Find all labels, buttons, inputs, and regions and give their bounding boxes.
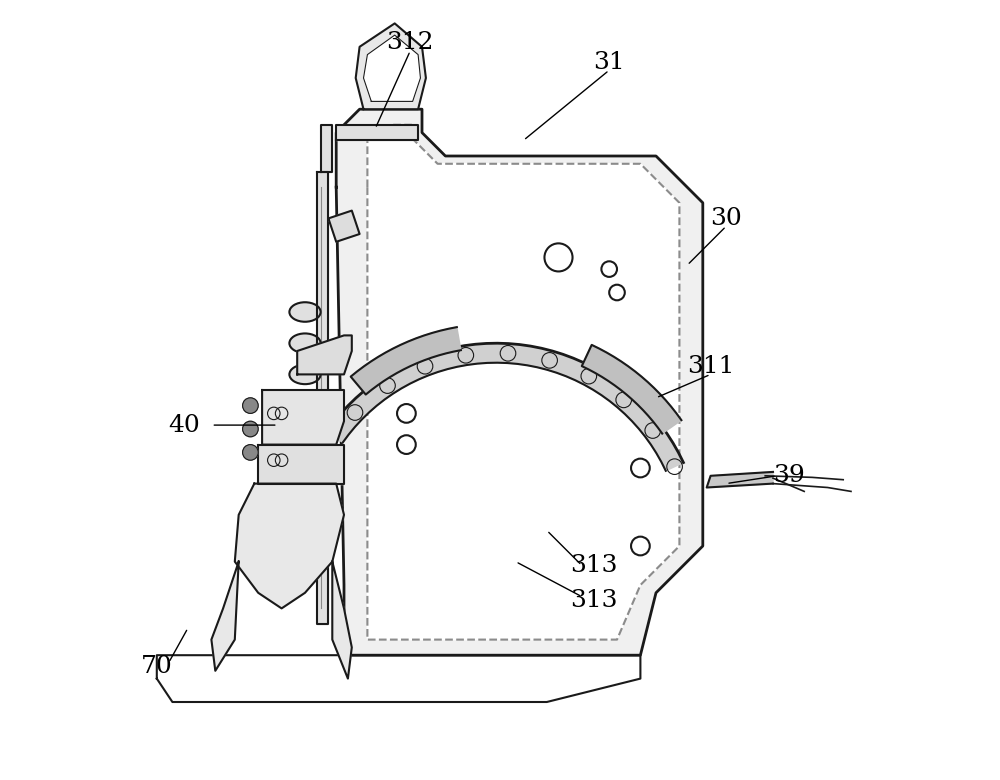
- Text: 40: 40: [168, 413, 200, 437]
- Text: 30: 30: [710, 207, 742, 230]
- Polygon shape: [211, 562, 239, 671]
- Polygon shape: [336, 125, 418, 140]
- Polygon shape: [157, 655, 640, 702]
- Polygon shape: [258, 445, 344, 484]
- Ellipse shape: [289, 365, 321, 384]
- Polygon shape: [332, 562, 352, 679]
- Polygon shape: [367, 125, 679, 640]
- Ellipse shape: [289, 302, 321, 321]
- Text: 312: 312: [387, 31, 434, 55]
- Polygon shape: [707, 472, 773, 488]
- Polygon shape: [327, 343, 683, 471]
- Text: 311: 311: [687, 355, 734, 378]
- Circle shape: [243, 445, 258, 460]
- Polygon shape: [336, 109, 703, 655]
- Polygon shape: [328, 211, 360, 242]
- Circle shape: [243, 398, 258, 413]
- Text: 313: 313: [570, 554, 617, 577]
- Text: 39: 39: [773, 464, 804, 488]
- Polygon shape: [321, 125, 332, 172]
- Text: 31: 31: [593, 51, 625, 74]
- Text: 70: 70: [141, 655, 173, 679]
- Polygon shape: [582, 345, 681, 434]
- Polygon shape: [235, 484, 344, 608]
- Polygon shape: [297, 335, 352, 374]
- Polygon shape: [351, 327, 461, 395]
- Polygon shape: [364, 35, 420, 101]
- Ellipse shape: [289, 333, 321, 353]
- Polygon shape: [356, 23, 426, 109]
- Polygon shape: [262, 390, 344, 445]
- Polygon shape: [317, 172, 328, 624]
- Text: 313: 313: [570, 589, 617, 612]
- Circle shape: [243, 421, 258, 437]
